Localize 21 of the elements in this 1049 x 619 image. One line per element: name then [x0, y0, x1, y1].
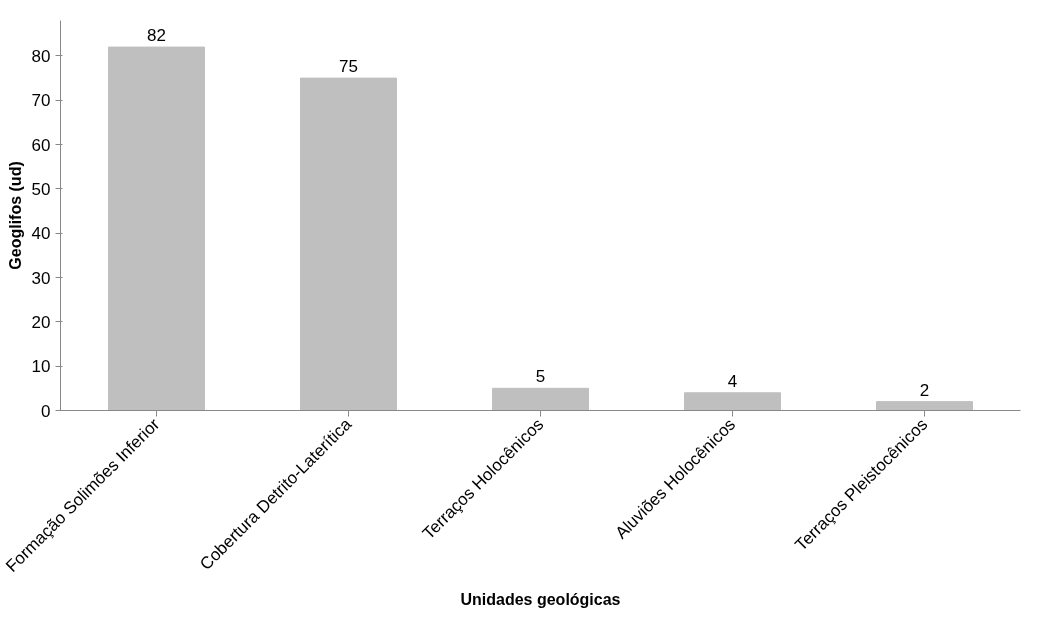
bar [300, 77, 397, 411]
y-tick-label: 80 [31, 46, 51, 66]
bar [108, 46, 205, 411]
data-label: 4 [727, 371, 738, 391]
data-label: 82 [147, 26, 166, 46]
bar [876, 401, 973, 411]
y-tick-label: 20 [31, 312, 51, 332]
x-axis-title: Unidades geológicas [460, 590, 621, 608]
y-tick-label: 50 [31, 179, 51, 199]
data-label: 75 [339, 57, 358, 77]
y-tick-label: 40 [31, 224, 51, 244]
bar [684, 392, 781, 411]
data-label: 2 [919, 380, 930, 400]
data-label: 5 [535, 367, 546, 387]
bar [492, 387, 589, 411]
y-tick-label: 70 [31, 91, 51, 111]
y-tick-label: 0 [41, 401, 51, 421]
y-tick-label: 60 [31, 135, 51, 155]
y-axis-title: Geoglifos (ud) [6, 161, 24, 270]
y-tick-label: 30 [31, 268, 51, 288]
y-tick-label: 10 [31, 357, 51, 377]
